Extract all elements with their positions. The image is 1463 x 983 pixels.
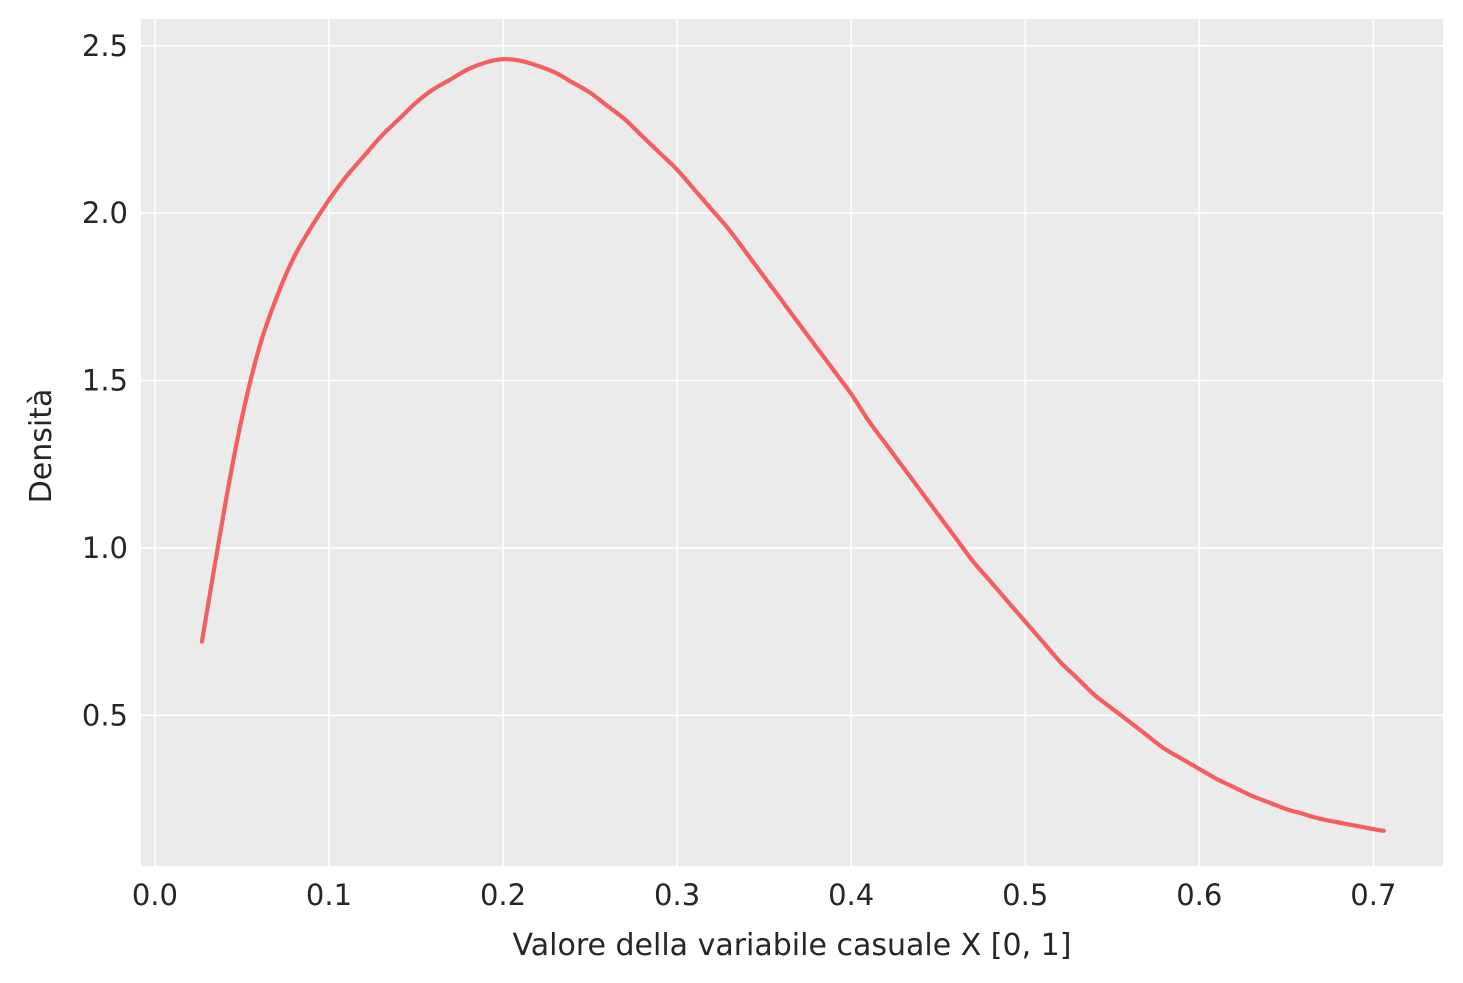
x-axis-label: Valore della variabile casuale X [0, 1]	[513, 928, 1072, 963]
x-tick-labels: 0.0 0.1 0.2 0.3 0.4 0.5 0.6 0.7	[132, 878, 1397, 912]
x-tick-label: 0.3	[654, 878, 700, 912]
density-line	[199, 57, 1386, 833]
x-tick-label: 0.7	[1350, 878, 1396, 912]
plot-area	[141, 19, 1443, 866]
y-tick-label: 0.5	[82, 698, 128, 732]
x-tick-label: 0.1	[306, 878, 352, 912]
grid-lines	[141, 19, 1443, 866]
y-axis-label: Densità	[24, 389, 59, 504]
x-tick-label: 0.6	[1176, 878, 1222, 912]
x-tick-label: 0.5	[1002, 878, 1048, 912]
x-tick-label: 0.4	[828, 878, 874, 912]
y-tick-labels: 0.5 1.0 1.5 2.0 2.5	[82, 29, 128, 733]
y-tick-label: 1.5	[82, 364, 128, 398]
y-tick-label: 1.0	[82, 531, 128, 565]
series-layer	[199, 57, 1386, 833]
x-tick-label: 0.0	[132, 878, 178, 912]
y-tick-label: 2.5	[82, 29, 128, 63]
x-tick-label: 0.2	[480, 878, 526, 912]
y-tick-label: 2.0	[82, 196, 128, 230]
